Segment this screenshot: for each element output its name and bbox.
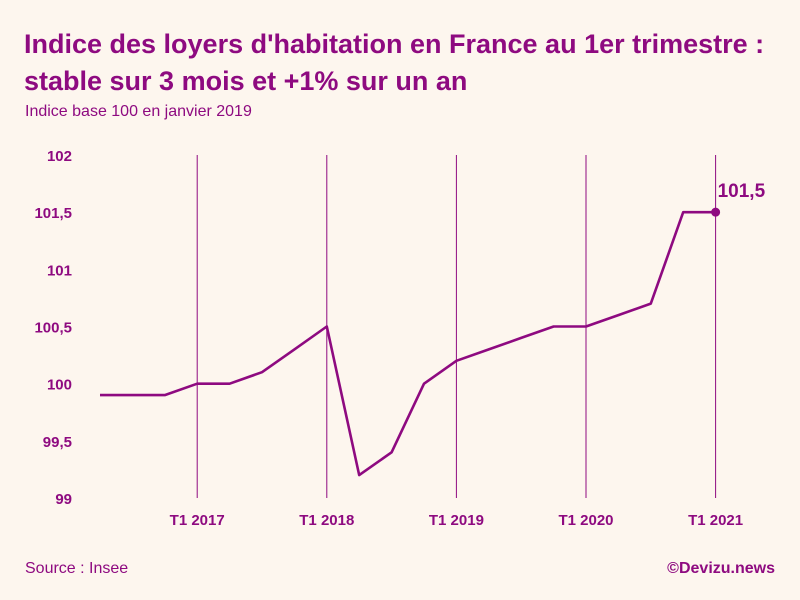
- x-tick-label: T1 2019: [429, 512, 484, 529]
- y-tick-label: 100,5: [34, 320, 72, 337]
- chart-subtitle: Indice base 100 en janvier 2019: [25, 103, 252, 120]
- credit-logo: ©Devizu.news: [667, 560, 775, 577]
- x-tick-label: T1 2017: [170, 512, 225, 529]
- y-tick-label: 99: [55, 491, 72, 508]
- y-tick-label: 102: [47, 148, 72, 165]
- y-tick-label: 101,5: [34, 205, 72, 222]
- y-tick-label: 99,5: [43, 434, 72, 451]
- x-tick-label: T1 2021: [688, 512, 743, 529]
- series-line: [100, 210, 716, 477]
- x-tick-label: T1 2020: [558, 512, 613, 529]
- last-value-label: 101,5: [718, 181, 766, 202]
- y-tick-label: 101: [47, 262, 72, 279]
- x-tick-label: T1 2018: [299, 512, 354, 529]
- y-tick-label: 100: [47, 377, 72, 394]
- chart-title: Indice des loyers d'habitation en France…: [24, 29, 765, 96]
- last-value-marker: [711, 207, 721, 217]
- source-note: Source : Insee: [25, 560, 129, 577]
